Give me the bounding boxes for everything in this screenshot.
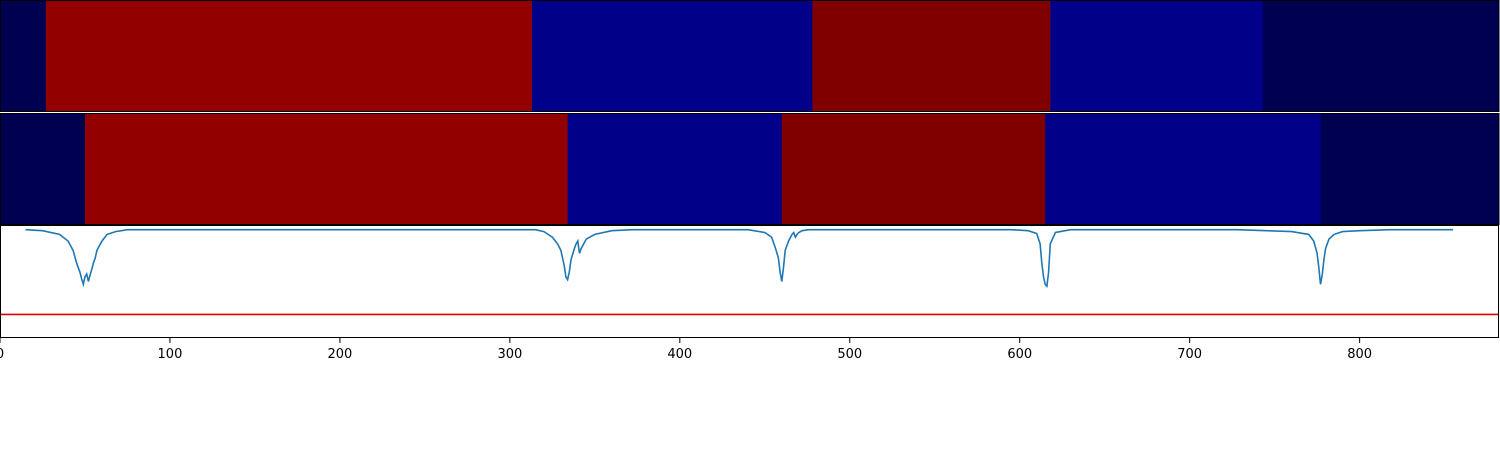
x-tick-label-800: 800 [1347, 347, 1372, 362]
segment-0-3 [812, 0, 1051, 112]
segment-0-5 [1262, 0, 1500, 112]
x-tick-label-600: 600 [1007, 347, 1032, 362]
segment-1-5 [1320, 113, 1500, 225]
x-tick-label-500: 500 [837, 347, 862, 362]
line-panel [0, 228, 1499, 316]
segment-0-4 [1050, 0, 1264, 112]
segment-1-1 [84, 113, 569, 225]
x-tick-label-300: 300 [497, 347, 522, 362]
x-tick-label-700: 700 [1177, 347, 1202, 362]
segment-1-2 [567, 113, 783, 225]
segment-0-0 [0, 0, 47, 112]
segment-0-2 [531, 0, 813, 112]
panel-frame-2 [0, 225, 1499, 338]
segment-1-3 [781, 113, 1046, 225]
x-axis: 0 100 200 300 400 500 600 700 800 [0, 338, 1372, 362]
x-tick-label-200: 200 [327, 347, 352, 362]
panel-frame-0 [0, 0, 1499, 112]
x-tick-label-400: 400 [667, 347, 692, 362]
segment-row-top [0, 0, 1500, 112]
segment-1-4 [1045, 113, 1322, 225]
panel-frames [0, 0, 1499, 338]
segment-row-bottom [0, 113, 1500, 225]
segment-0-1 [45, 0, 533, 112]
segment-1-0 [0, 113, 86, 225]
x-tick-label-0: 0 [0, 347, 4, 362]
panel-frame-1 [0, 113, 1499, 225]
series-line [25, 228, 1454, 289]
x-tick-label-100: 100 [158, 347, 183, 362]
